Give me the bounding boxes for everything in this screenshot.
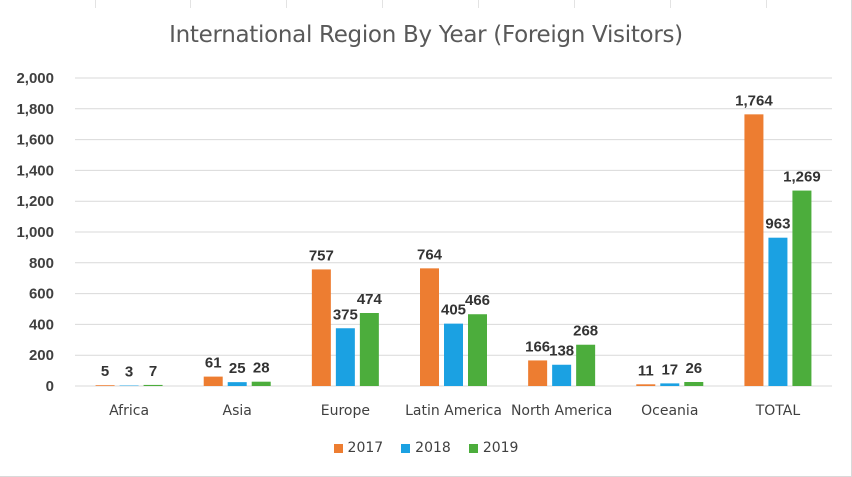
bar-2019-north-america <box>576 344 596 386</box>
y-tick-label: 800 <box>29 255 54 272</box>
data-label: 764 <box>417 246 443 263</box>
x-tick-label: Oceania <box>641 403 698 419</box>
x-tick-label: Europe <box>321 403 370 419</box>
bar-2017-asia <box>203 376 223 386</box>
bar-2018-total <box>768 237 788 386</box>
data-label: 405 <box>441 302 466 319</box>
x-tick-label: North America <box>511 403 612 419</box>
bar-2019-europe <box>359 313 379 386</box>
data-label: 28 <box>253 360 270 377</box>
bar-2017-latin-america <box>420 268 439 386</box>
data-label: 268 <box>573 323 598 340</box>
x-tick-label: Africa <box>109 403 149 419</box>
legend-item-2018: 2018 <box>401 440 451 456</box>
legend-label: 2018 <box>415 440 451 456</box>
data-label: 138 <box>549 343 574 360</box>
chart-title: International Region By Year (Foreign Vi… <box>169 22 683 48</box>
data-label: 61 <box>205 355 222 372</box>
bar-2018-asia <box>227 382 247 386</box>
data-label: 25 <box>229 360 246 377</box>
legend-label: 2017 <box>347 440 384 456</box>
legend-label: 2019 <box>482 440 519 456</box>
y-tick-label: 400 <box>29 316 54 333</box>
y-tick-label: 0 <box>46 378 54 395</box>
x-tick-label: Latin America <box>405 403 502 419</box>
bar-2017-africa <box>95 385 115 386</box>
y-tick-label: 1,200 <box>16 193 54 210</box>
y-tick-label: 600 <box>29 286 54 303</box>
bar-2019-africa <box>143 384 163 386</box>
legend-item-2017: 2017 <box>333 440 384 456</box>
bar-2019-asia <box>251 381 271 386</box>
bar-2018-north-america <box>552 364 572 386</box>
bar-2017-oceania <box>636 384 656 386</box>
y-tick-label: 1,000 <box>16 224 54 241</box>
data-label: 3 <box>125 364 133 381</box>
bar-2017-europe <box>311 269 331 386</box>
x-tick-label: Asia <box>223 403 252 419</box>
bar-2018-europe <box>335 328 355 386</box>
data-label: 5 <box>101 363 109 380</box>
y-tick-label: 1,600 <box>16 132 54 149</box>
data-label: 26 <box>685 360 702 377</box>
data-label: 757 <box>309 247 334 264</box>
data-label: 963 <box>765 216 790 233</box>
y-tick-label: 1,800 <box>16 101 54 118</box>
data-label: 466 <box>465 292 490 309</box>
data-label: 474 <box>357 291 383 308</box>
data-label: 1,764 <box>735 92 773 109</box>
bar-2017-north-america <box>528 360 548 386</box>
bar-2019-total <box>792 190 812 386</box>
data-label: 166 <box>525 338 550 355</box>
y-tick-label: 1,400 <box>16 162 54 179</box>
legend-swatch <box>333 443 343 453</box>
data-label: 11 <box>638 362 654 379</box>
legend-swatch <box>401 443 411 453</box>
bar-2018-latin-america <box>444 323 463 386</box>
bar-2019-latin-america <box>468 314 487 386</box>
y-tick-label: 2,000 <box>16 70 54 87</box>
chart-legend: 2017 2018 2019 <box>0 440 852 456</box>
y-tick-label: 200 <box>29 347 54 364</box>
bar-2018-oceania <box>660 383 680 386</box>
data-label: 1,269 <box>783 169 821 186</box>
legend-item-2019: 2019 <box>468 440 519 456</box>
spreadsheet-column-lines <box>0 0 852 8</box>
x-tick-label: TOTAL <box>755 403 801 419</box>
bar-2019-oceania <box>684 381 704 386</box>
bar-2017-total <box>744 114 764 387</box>
data-label: 375 <box>333 306 358 323</box>
data-label: 17 <box>661 361 678 378</box>
data-label: 7 <box>149 363 157 380</box>
legend-swatch <box>468 443 478 453</box>
